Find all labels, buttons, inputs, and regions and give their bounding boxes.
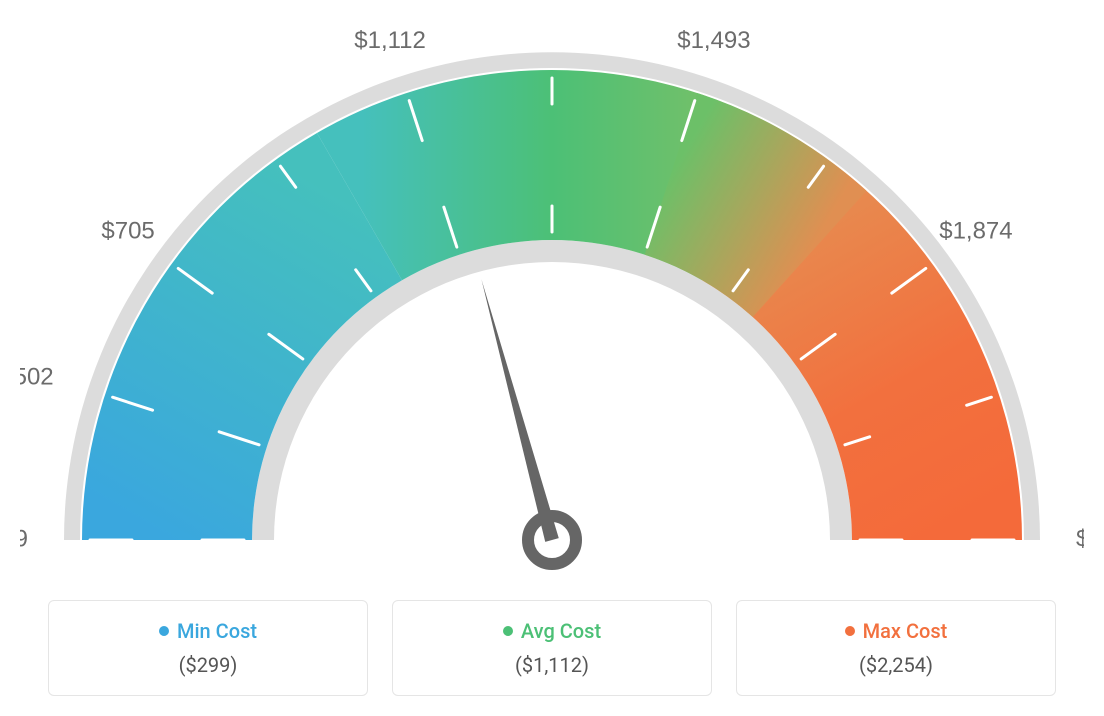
gauge-chart: $299 $502 $705 $1,112 $1,493 $1,874 $2,254	[20, 20, 1084, 580]
legend-value-avg: ($1,112)	[413, 653, 691, 677]
legend-value-max: ($2,254)	[757, 653, 1035, 677]
svg-text:$1,112: $1,112	[354, 27, 426, 54]
legend-card-max: Max Cost ($2,254)	[736, 600, 1056, 696]
legend-label-max: Max Cost	[863, 619, 948, 643]
svg-text:$1,874: $1,874	[939, 217, 1012, 244]
svg-text:$502: $502	[20, 363, 54, 390]
gauge-svg: $299 $502 $705 $1,112 $1,493 $1,874 $2,254	[20, 20, 1084, 580]
legend-dot-avg	[503, 626, 513, 636]
svg-text:$705: $705	[101, 217, 154, 244]
legend-card-avg: Avg Cost ($1,112)	[392, 600, 712, 696]
legend-label-min: Min Cost	[177, 619, 257, 643]
legend-title-avg: Avg Cost	[503, 619, 601, 643]
legend-title-max: Max Cost	[845, 619, 948, 643]
svg-text:$2,254: $2,254	[1076, 525, 1084, 552]
svg-text:$299: $299	[20, 525, 28, 552]
legend-row: Min Cost ($299) Avg Cost ($1,112) Max Co…	[20, 600, 1084, 696]
svg-text:$1,493: $1,493	[677, 27, 750, 54]
legend-title-min: Min Cost	[159, 619, 257, 643]
legend-label-avg: Avg Cost	[521, 619, 601, 643]
legend-card-min: Min Cost ($299)	[48, 600, 368, 696]
legend-value-min: ($299)	[69, 653, 347, 677]
legend-dot-min	[159, 626, 169, 636]
legend-dot-max	[845, 626, 855, 636]
